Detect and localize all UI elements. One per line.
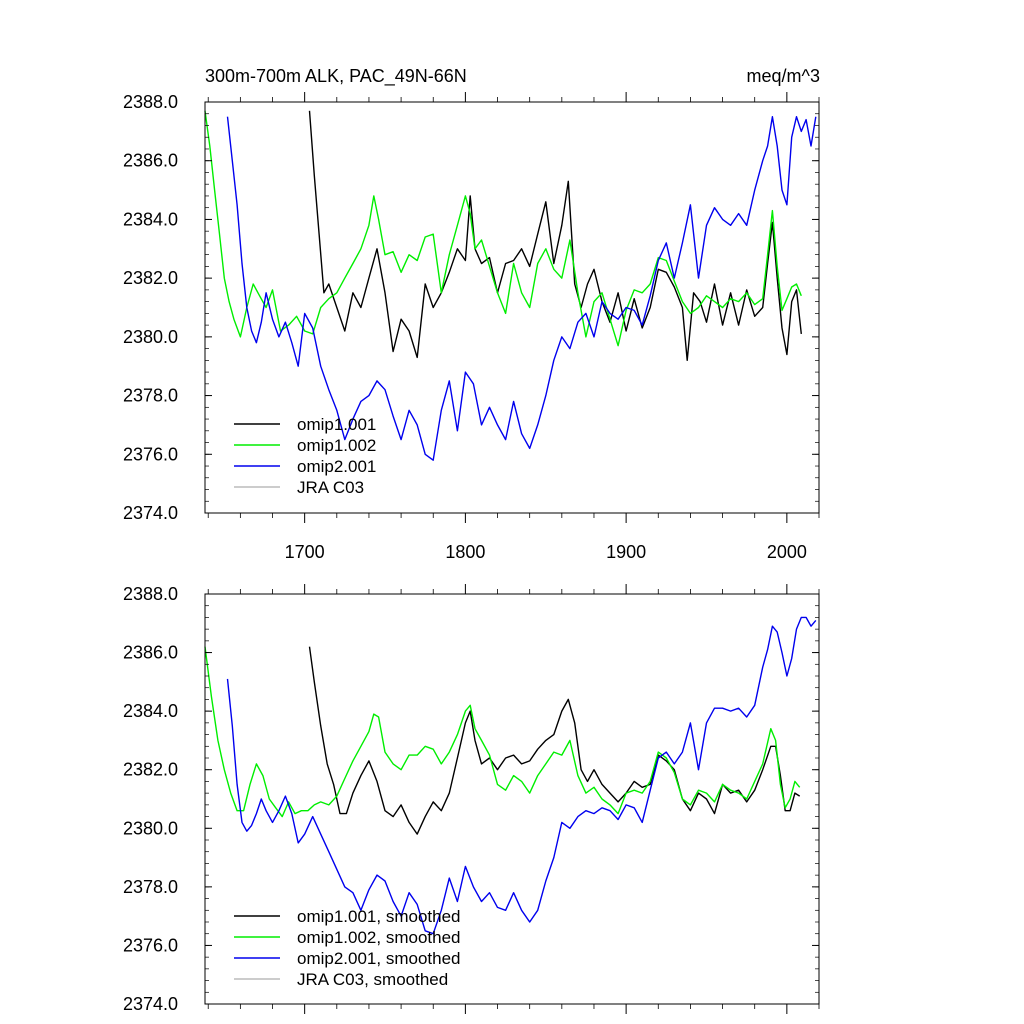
series-lines <box>204 616 817 935</box>
x-tick-label: 1700 <box>285 542 325 562</box>
plot-frame <box>204 101 820 514</box>
legend-label: JRA C03, smoothed <box>297 970 448 989</box>
chart-title: 300m-700m ALK, PAC_49N-66N <box>205 66 467 87</box>
y-tick-label: 2376.0 <box>123 935 178 955</box>
legend-label: omip1.001 <box>297 415 376 434</box>
x-tick-label: 1800 <box>445 542 485 562</box>
legend-label: JRA C03 <box>297 478 364 497</box>
legend-label: omip2.001, smoothed <box>297 949 461 968</box>
series-line-0 <box>308 110 802 361</box>
y-tick-label: 2374.0 <box>123 994 178 1014</box>
y-tick-label: 2382.0 <box>123 268 178 288</box>
legend: omip1.001, smoothed omip1.002, smoothed om… <box>234 907 461 989</box>
series-line-1 <box>204 110 802 347</box>
y-tick-label: 2378.0 <box>123 877 178 897</box>
series-line-2 <box>226 616 817 935</box>
legend-label: omip1.001, smoothed <box>297 907 461 926</box>
y-tick-label: 2382.0 <box>123 760 178 780</box>
bottom-panel: 2388.0 2386.0 2384.0 2382.0 2380.0 2378.0 2376… <box>123 584 820 1014</box>
x-tick-label: 2000 <box>767 542 807 562</box>
y-tick-label: 2388.0 <box>123 92 178 112</box>
legend: omip1.001 omip1.002 omip2.001 JRA C03 <box>234 415 376 497</box>
y-tick-label: 2388.0 <box>123 584 178 604</box>
y-tick-label: 2376.0 <box>123 444 178 464</box>
y-tick-label: 2378.0 <box>123 386 178 406</box>
series-line-0 <box>308 646 801 835</box>
axis-ticks: 2388.0 2386.0 2384.0 2382.0 2380.0 2378.0 2376… <box>123 92 820 562</box>
units-label: meq/m^3 <box>747 66 820 86</box>
top-panel: 300m-700m ALK, PAC_49N-66N meq/m^3 2388.… <box>123 66 820 562</box>
series-lines <box>204 110 817 461</box>
legend-label: omip1.002 <box>297 436 376 455</box>
y-tick-label: 2374.0 <box>123 503 178 523</box>
y-tick-label: 2386.0 <box>123 151 178 171</box>
y-tick-label: 2380.0 <box>123 818 178 838</box>
legend-label: omip2.001 <box>297 457 376 476</box>
y-tick-label: 2384.0 <box>123 701 178 721</box>
y-tick-label: 2380.0 <box>123 327 178 347</box>
axis-ticks: 2388.0 2386.0 2384.0 2382.0 2380.0 2378.0 2376… <box>123 584 820 1014</box>
x-tick-label: 1900 <box>606 542 646 562</box>
series-line-1 <box>204 646 801 818</box>
plot-frame <box>204 593 820 1005</box>
y-tick-label: 2386.0 <box>123 643 178 663</box>
y-tick-label: 2384.0 <box>123 209 178 229</box>
legend-label: omip1.002, smoothed <box>297 928 461 947</box>
series-line-2 <box>226 115 817 461</box>
